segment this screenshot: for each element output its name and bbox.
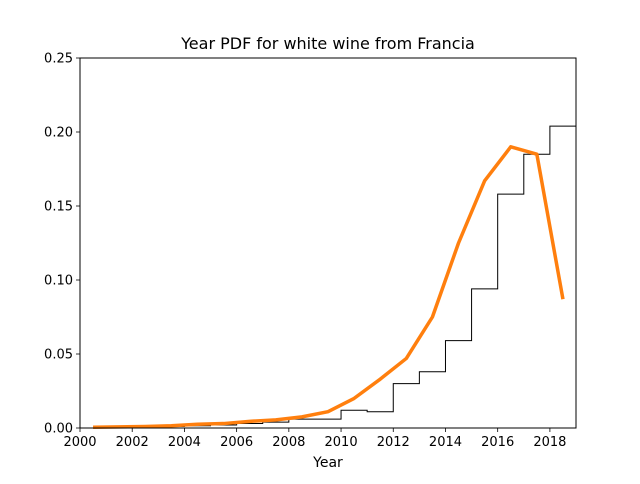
x-tick-label: 2010 [325,435,358,450]
x-tick-label: 2006 [220,435,253,450]
x-tick-label: 2008 [272,435,305,450]
x-tick-label: 2004 [168,435,201,450]
y-tick-label: 0.05 [44,348,73,363]
chart-title: Year PDF for white wine from Francia [180,34,475,53]
series-layer [93,145,565,430]
x-tick-label: 2016 [481,435,514,450]
y-tick-label: 0.25 [44,52,73,67]
plot-frame [79,57,577,429]
x-tick-label: 2018 [533,435,566,450]
y-tick-label: 0.10 [44,274,73,289]
y-tick-label: 0.15 [44,200,73,215]
x-tick-label: 2000 [63,435,96,450]
y-tick-label: 0.20 [44,126,73,141]
x-axis-label: Year [312,455,343,471]
series-line-0 [93,145,565,430]
y-axis: 0.00 0.05 0.10 0.15 0.20 0.25 [44,52,80,437]
x-axis: 2000 2002 2004 2006 2008 2010 2012 2014 2016 2018 [63,428,566,450]
x-tick-label: 2002 [116,435,149,450]
x-tick-label: 2014 [429,435,462,450]
y-tick-label: 0.00 [44,422,73,437]
x-tick-label: 2012 [377,435,410,450]
